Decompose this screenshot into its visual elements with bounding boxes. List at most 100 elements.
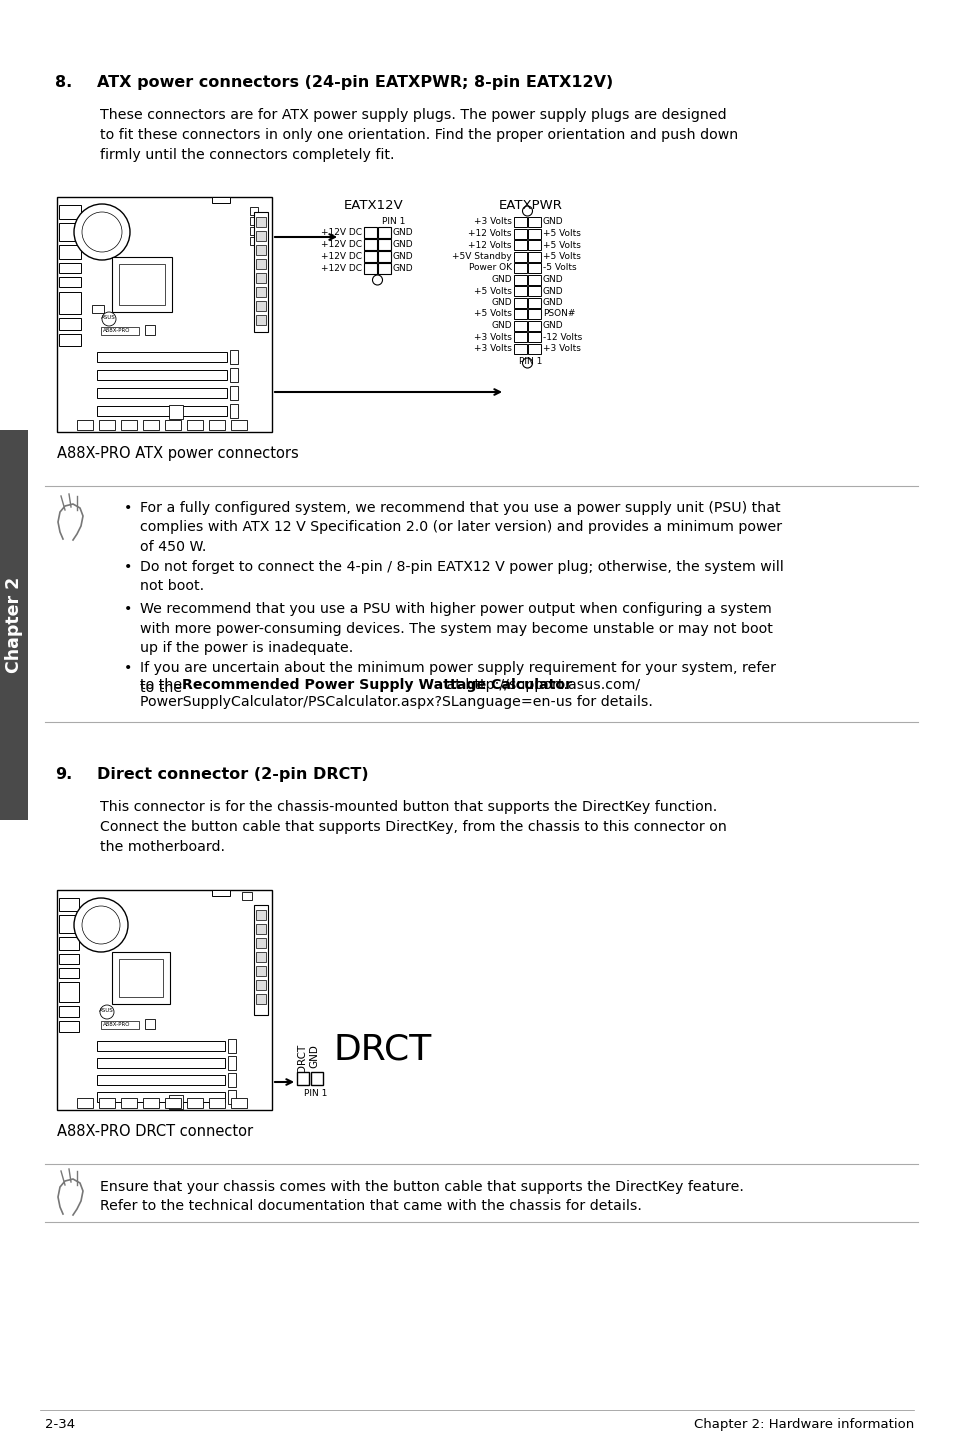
- Text: PIN 1: PIN 1: [381, 217, 405, 226]
- Bar: [0, 430, 28, 820]
- Bar: [527, 286, 540, 296]
- Bar: [209, 420, 225, 430]
- Bar: [59, 263, 81, 273]
- Bar: [59, 897, 79, 912]
- Bar: [527, 240, 540, 250]
- Text: +12V DC: +12V DC: [320, 265, 361, 273]
- Bar: [311, 1071, 323, 1086]
- Bar: [230, 404, 237, 418]
- Text: A88X-PRO ATX power connectors: A88X-PRO ATX power connectors: [57, 446, 298, 462]
- Text: ATX power connectors (24-pin EATXPWR; 8-pin EATX12V): ATX power connectors (24-pin EATXPWR; 8-…: [97, 75, 613, 91]
- Text: +5 Volts: +5 Volts: [542, 252, 580, 262]
- Text: A88X-PRO: A88X-PRO: [103, 328, 131, 334]
- Bar: [527, 309, 540, 319]
- Bar: [97, 1058, 225, 1068]
- Bar: [514, 344, 526, 354]
- Text: +12 Volts: +12 Volts: [468, 229, 512, 239]
- Text: We recommend that you use a PSU with higher power output when configuring a syst: We recommend that you use a PSU with hig…: [140, 603, 772, 654]
- Bar: [97, 406, 227, 416]
- Text: Recommended Power Supply Wattage Calculator: Recommended Power Supply Wattage Calcula…: [182, 677, 572, 692]
- Bar: [364, 263, 376, 275]
- Text: These connectors are for ATX power supply plugs. The power supply plugs are desi: These connectors are for ATX power suppl…: [100, 108, 738, 162]
- Bar: [364, 239, 376, 250]
- Bar: [377, 227, 391, 239]
- Bar: [119, 959, 163, 997]
- Text: Power OK: Power OK: [469, 263, 512, 272]
- Bar: [377, 263, 391, 275]
- Text: GND: GND: [393, 240, 414, 249]
- Bar: [119, 265, 165, 305]
- Text: •: •: [124, 603, 132, 615]
- Bar: [514, 321, 526, 331]
- Bar: [527, 344, 540, 354]
- Bar: [57, 890, 272, 1110]
- Bar: [250, 207, 257, 216]
- Bar: [169, 406, 183, 418]
- Bar: [59, 968, 79, 978]
- Bar: [145, 1020, 154, 1030]
- Bar: [59, 223, 81, 242]
- Text: GND: GND: [393, 229, 414, 237]
- Bar: [527, 229, 540, 239]
- Text: +12V DC: +12V DC: [320, 240, 361, 249]
- Text: -12 Volts: -12 Volts: [542, 332, 581, 341]
- Text: +3 Volts: +3 Volts: [542, 344, 580, 352]
- Bar: [364, 227, 376, 239]
- Bar: [255, 273, 266, 283]
- Bar: [59, 244, 81, 259]
- Text: GND: GND: [491, 298, 512, 306]
- Bar: [255, 966, 266, 976]
- Bar: [101, 326, 139, 335]
- Bar: [255, 301, 266, 311]
- Bar: [514, 217, 526, 227]
- Circle shape: [100, 1005, 113, 1020]
- Bar: [169, 1094, 183, 1109]
- Bar: [97, 1091, 225, 1102]
- Bar: [228, 1055, 235, 1070]
- Bar: [255, 910, 266, 920]
- Text: +3 Volts: +3 Volts: [474, 332, 512, 341]
- Bar: [97, 370, 227, 380]
- Text: GND: GND: [542, 275, 563, 283]
- Bar: [527, 298, 540, 308]
- Bar: [255, 244, 266, 255]
- Text: +5 Volts: +5 Volts: [474, 309, 512, 318]
- Text: 9.: 9.: [55, 766, 72, 782]
- Bar: [212, 197, 230, 203]
- Circle shape: [74, 204, 130, 260]
- Bar: [59, 953, 79, 963]
- Bar: [527, 217, 540, 227]
- Bar: [231, 420, 247, 430]
- Text: GND: GND: [393, 252, 414, 262]
- Bar: [97, 388, 227, 398]
- Text: GND: GND: [491, 321, 512, 329]
- Bar: [212, 890, 230, 896]
- Text: 8.: 8.: [55, 75, 72, 91]
- Bar: [527, 321, 540, 331]
- Bar: [59, 334, 81, 347]
- Bar: [255, 994, 266, 1004]
- Bar: [121, 420, 137, 430]
- Bar: [57, 197, 272, 431]
- Bar: [59, 206, 81, 219]
- Text: GND: GND: [309, 1044, 318, 1068]
- Text: DRCT: DRCT: [296, 1044, 307, 1073]
- Bar: [228, 1040, 235, 1053]
- Bar: [527, 263, 540, 273]
- Text: -5 Volts: -5 Volts: [542, 263, 576, 272]
- Bar: [99, 420, 115, 430]
- Bar: [514, 240, 526, 250]
- Text: +5 Volts: +5 Volts: [542, 229, 580, 239]
- Bar: [514, 332, 526, 342]
- Circle shape: [82, 906, 120, 943]
- Bar: [230, 349, 237, 364]
- Text: +12V DC: +12V DC: [320, 252, 361, 262]
- Text: Chapter 2: Chapter 2: [5, 577, 23, 673]
- Text: For a fully configured system, we recommend that you use a power supply unit (PS: For a fully configured system, we recomm…: [140, 500, 781, 554]
- Bar: [255, 981, 266, 989]
- Bar: [231, 1099, 247, 1109]
- Bar: [143, 1099, 159, 1109]
- Text: Ensure that your chassis comes with the button cable that supports the DirectKey: Ensure that your chassis comes with the …: [100, 1181, 743, 1214]
- Bar: [250, 237, 257, 244]
- Text: •: •: [124, 500, 132, 515]
